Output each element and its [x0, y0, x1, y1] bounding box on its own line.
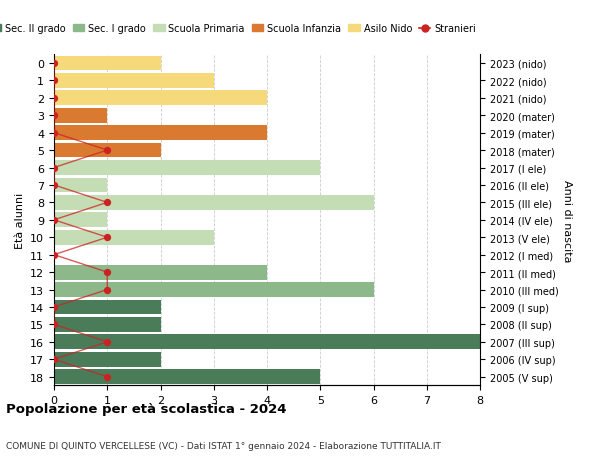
Point [49, 130, 59, 137]
Bar [54, 109, 107, 123]
Point [49, 321, 59, 328]
Y-axis label: Anni di nascita: Anni di nascita [562, 179, 572, 262]
Point [49, 303, 59, 311]
Point [49, 95, 59, 102]
Point [49, 60, 59, 67]
Legend: Sec. II grado, Sec. I grado, Scuola Primaria, Scuola Infanzia, Asilo Nido, Stran: Sec. II grado, Sec. I grado, Scuola Prim… [0, 20, 480, 38]
Point [49, 112, 59, 120]
Point [103, 269, 112, 276]
Bar [54, 335, 480, 349]
Bar [54, 178, 107, 193]
Bar [54, 265, 267, 280]
Point [49, 164, 59, 172]
Bar [54, 196, 373, 210]
Bar [54, 213, 107, 228]
Bar [54, 282, 373, 297]
Point [103, 199, 112, 207]
Bar [54, 352, 161, 367]
Bar [54, 91, 267, 106]
Bar [54, 317, 161, 332]
Text: COMUNE DI QUINTO VERCELLESE (VC) - Dati ISTAT 1° gennaio 2024 - Elaborazione TUT: COMUNE DI QUINTO VERCELLESE (VC) - Dati … [6, 441, 441, 450]
Bar [54, 143, 161, 158]
Point [49, 182, 59, 189]
Point [103, 147, 112, 154]
Point [49, 217, 59, 224]
Bar [54, 161, 320, 175]
Bar [54, 300, 161, 315]
Bar [54, 74, 214, 89]
Point [49, 252, 59, 259]
Point [103, 373, 112, 381]
Bar [54, 56, 161, 71]
Point [49, 78, 59, 85]
Point [49, 356, 59, 363]
Text: Popolazione per età scolastica - 2024: Popolazione per età scolastica - 2024 [6, 403, 287, 415]
Y-axis label: Età alunni: Età alunni [14, 192, 25, 248]
Point [103, 286, 112, 294]
Bar [54, 230, 214, 245]
Bar [54, 126, 267, 141]
Point [103, 338, 112, 346]
Bar [54, 369, 320, 384]
Point [103, 234, 112, 241]
